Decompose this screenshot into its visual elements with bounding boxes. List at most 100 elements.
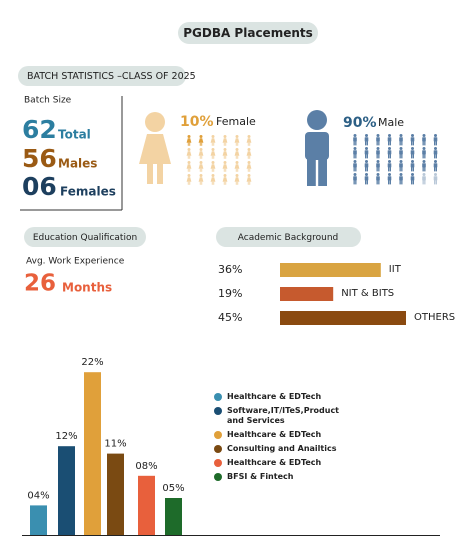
stat-number: 56 [22, 144, 57, 173]
male-icon [399, 180, 401, 185]
legend-label: BFSI & Fintech [227, 472, 294, 481]
female-icon [145, 112, 165, 132]
female-icon [249, 155, 251, 159]
male-icon [422, 150, 426, 155]
female-icon [199, 135, 203, 138]
batch-pill [18, 66, 186, 86]
male-icon [364, 150, 369, 155]
male-icon [366, 141, 368, 146]
male-icon [307, 110, 327, 130]
male-icon [378, 154, 380, 159]
male-icon [376, 154, 378, 159]
male-icon [411, 147, 414, 150]
male-icon [399, 134, 403, 137]
female-icon [189, 181, 191, 185]
male-icon [435, 154, 437, 159]
male-icon [410, 163, 415, 168]
male-icon [422, 180, 424, 185]
sector-value-label: 04% [27, 490, 49, 501]
male-percent: 90% [343, 115, 377, 131]
female-icon [223, 148, 227, 151]
female-icon [139, 134, 171, 164]
female-icon [246, 164, 252, 169]
male-icon [399, 137, 403, 142]
male-icon [376, 137, 380, 142]
male-icon [353, 154, 355, 159]
male-icon [399, 160, 403, 163]
female-label: Female [216, 115, 256, 128]
male-icon [434, 141, 436, 146]
male-icon [376, 141, 378, 146]
academic-category: OTHERS [414, 312, 455, 323]
female-icon [189, 168, 191, 172]
female-icon [210, 177, 216, 182]
female-icon [187, 148, 191, 151]
male-icon [422, 134, 426, 137]
male-icon [422, 154, 424, 159]
female-icon [189, 142, 191, 146]
female-icon [187, 135, 191, 138]
female-icon [223, 135, 227, 138]
legend-label: Healthcare & EDTech [227, 458, 322, 467]
male-icon [401, 180, 403, 185]
male-icon [364, 176, 369, 181]
male-icon [399, 173, 403, 176]
sector-bar [30, 505, 47, 535]
male-icon [378, 141, 380, 146]
male-icon [434, 173, 437, 176]
female-icon [223, 181, 225, 185]
female-icon [147, 164, 153, 184]
sector-value-label: 05% [162, 483, 184, 494]
male-icon [364, 137, 369, 142]
sector-value-label: 08% [135, 461, 157, 472]
female-icon [187, 168, 189, 172]
male-icon [353, 176, 357, 181]
female-icon [211, 168, 213, 172]
female-icon [198, 138, 204, 143]
male-icon [376, 134, 380, 137]
male-icon [422, 160, 426, 163]
male-icon [353, 163, 357, 168]
male-icon [412, 154, 414, 159]
female-icon [199, 181, 201, 185]
female-icon [201, 155, 203, 159]
female-icon [247, 168, 249, 172]
legend-item: Healthcare & EDTech [214, 430, 354, 440]
female-icon [225, 168, 227, 172]
academic-value-label: 45% [218, 311, 242, 324]
male-icon [399, 176, 403, 181]
male-icon [434, 154, 436, 159]
female-icon [249, 181, 251, 185]
legend-marker [214, 431, 222, 439]
education-pill [24, 227, 146, 247]
male-icon [376, 163, 380, 168]
male-icon [422, 173, 426, 176]
female-icon [235, 161, 239, 164]
male-icon [422, 176, 426, 181]
male-icon [353, 167, 355, 172]
female-icon [246, 151, 252, 156]
female-icon [247, 155, 249, 159]
male-icon [388, 147, 391, 150]
male-icon [376, 147, 380, 150]
academic-category: NIT & BITS [341, 288, 394, 299]
female-icon [237, 181, 239, 185]
male-icon [355, 141, 357, 146]
male-icon [424, 167, 426, 172]
legend-marker [214, 445, 222, 453]
experience-label: Avg. Work Experience [26, 257, 125, 267]
male-icon [422, 167, 424, 172]
female-icon [223, 174, 227, 177]
male-icon [401, 167, 403, 172]
female-icon [234, 151, 240, 156]
female-icon [223, 161, 227, 164]
legend: Healthcare & EDTech Software,IT/ITeS,Prod… [214, 392, 354, 486]
female-icon [211, 135, 215, 138]
female-icon [199, 168, 201, 172]
batch-heading: BATCH STATISTICS –CLASS OF 2025 [27, 71, 196, 82]
male-icon [422, 163, 426, 168]
legend-marker [214, 407, 222, 415]
female-icon [213, 155, 215, 159]
male-icon [434, 134, 437, 137]
